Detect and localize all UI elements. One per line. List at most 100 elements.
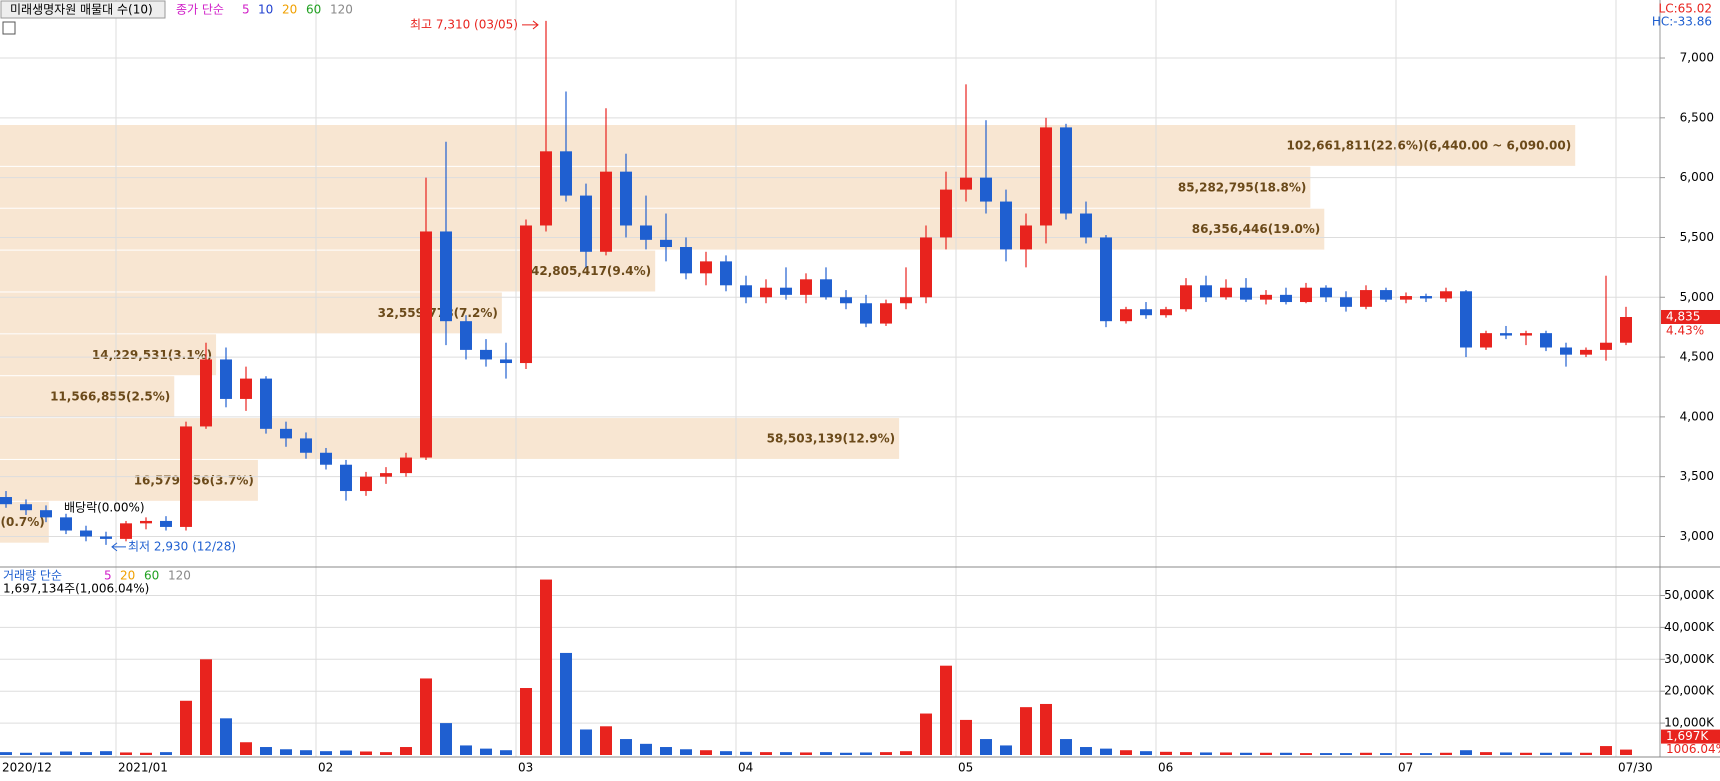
volume-profile-label: 42,805,417(9.4%) (531, 264, 651, 278)
candle-body (100, 536, 112, 539)
x-tick-label: 07/30 (1618, 761, 1653, 775)
candle-body (1340, 297, 1352, 307)
volume-bar (840, 752, 852, 755)
volume-bar (1600, 746, 1612, 755)
volume-bar (260, 747, 272, 755)
volume-y-tick-label: 30,000K (1664, 652, 1715, 666)
volume-bar (680, 749, 692, 755)
candle-body (600, 171, 612, 252)
volume-bar (1180, 752, 1192, 755)
volume-bar (700, 750, 712, 755)
candle-body (1400, 296, 1412, 300)
volume-bar (880, 752, 892, 755)
high-arrow (522, 20, 539, 30)
volume-bar (1020, 707, 1032, 755)
candle-body (1140, 309, 1152, 316)
volume-bar (480, 748, 492, 755)
plot-layer: 3,330,186(0.7%) 16,579,856(3.7%) 58,503,13… (0, 0, 1660, 757)
candle-body (440, 231, 452, 322)
volume-bar (440, 723, 452, 755)
volume-bar (1300, 753, 1312, 755)
candle-body (1000, 201, 1012, 250)
last-volume-box (1661, 729, 1720, 744)
candle-body (720, 261, 732, 286)
volume-bar (60, 751, 72, 755)
y-tick-label: 4,500 (1680, 350, 1714, 364)
candle-body (200, 359, 212, 427)
volume-bar (720, 751, 732, 755)
volume-bar (580, 729, 592, 755)
chart-title: 미래생명자원 매물대 수(10) (10, 3, 153, 17)
volume-y-tick-label: 10,000K (1664, 716, 1715, 730)
volume-bar (20, 752, 32, 755)
candle-body (740, 285, 752, 298)
candle-body (1360, 290, 1372, 307)
ma-legend-period: 120 (330, 3, 353, 17)
low-annotation: 최저 2,930 (12/28) (128, 539, 236, 553)
candle-body (1500, 333, 1512, 336)
candle-body (1540, 333, 1552, 348)
volume-bar (1120, 750, 1132, 755)
volume-bar (900, 751, 912, 755)
volume-bar (920, 713, 932, 755)
volume-bar (620, 739, 632, 755)
volume-bar (1000, 745, 1012, 755)
candle-body (880, 303, 892, 324)
candle-body (1200, 285, 1212, 298)
candle-body (240, 378, 252, 399)
volume-profile-band (0, 376, 175, 418)
candle-body (1180, 285, 1192, 310)
x-tick-label: 05 (958, 761, 973, 775)
candle-body (900, 297, 912, 304)
candle-body (260, 378, 272, 429)
lc-label: LC:65.02 (1659, 2, 1712, 16)
x-tick-label: 07 (1398, 761, 1413, 775)
candle-body (1320, 287, 1332, 298)
candle-body (980, 177, 992, 202)
candle-body (580, 195, 592, 252)
volume-ma-period: 5 (104, 569, 112, 583)
volume-profile-band (0, 292, 502, 334)
volume-y-tick-label: 40,000K (1664, 620, 1715, 634)
volume-profile-band (0, 166, 1311, 208)
volume-bar (980, 739, 992, 755)
volume-bar (520, 688, 532, 755)
candle-body (1060, 127, 1072, 214)
candle-body (380, 473, 392, 477)
candle-body (820, 279, 832, 298)
candle-body (1620, 316, 1632, 343)
candle-body (1260, 294, 1272, 300)
volume-ma-period: 120 (168, 569, 191, 583)
calendar-icon[interactable] (2, 21, 16, 35)
candle-body (40, 510, 52, 518)
volume-bar (780, 752, 792, 755)
candle-body (120, 523, 132, 539)
candle-body (540, 151, 552, 226)
candle-body (480, 349, 492, 360)
volume-bar (940, 665, 952, 755)
volume-bar (1560, 752, 1572, 755)
candle-body (680, 247, 692, 274)
last-price-box (1661, 309, 1720, 324)
candle-body (700, 261, 712, 274)
volume-bar (1420, 753, 1432, 755)
volume-y-tick-label: 50,000K (1664, 588, 1715, 602)
volume-bar (40, 752, 52, 755)
volume-profile-label: 85,282,795(18.8%) (1178, 180, 1307, 194)
candle-body (1120, 309, 1132, 322)
candle-body (1220, 287, 1232, 298)
y-tick-label: 3,000 (1680, 529, 1714, 543)
volume-profile-band (0, 459, 258, 501)
candle-body (160, 520, 172, 527)
volume-y-tick-label: 20,000K (1664, 684, 1715, 698)
candle-body (1460, 291, 1472, 348)
volume-profile-label: 16,579,856(3.7%) (134, 473, 254, 487)
candle-body (400, 457, 412, 474)
volume-profile-label: 58,503,139(12.9%) (767, 432, 896, 446)
volume-bar (460, 745, 472, 755)
volume-bar (1480, 752, 1492, 755)
candle-body (220, 359, 232, 399)
last-price-label: 4,835 (1666, 309, 1700, 323)
volume-profile-band (0, 334, 217, 376)
volume-bar (220, 718, 232, 755)
